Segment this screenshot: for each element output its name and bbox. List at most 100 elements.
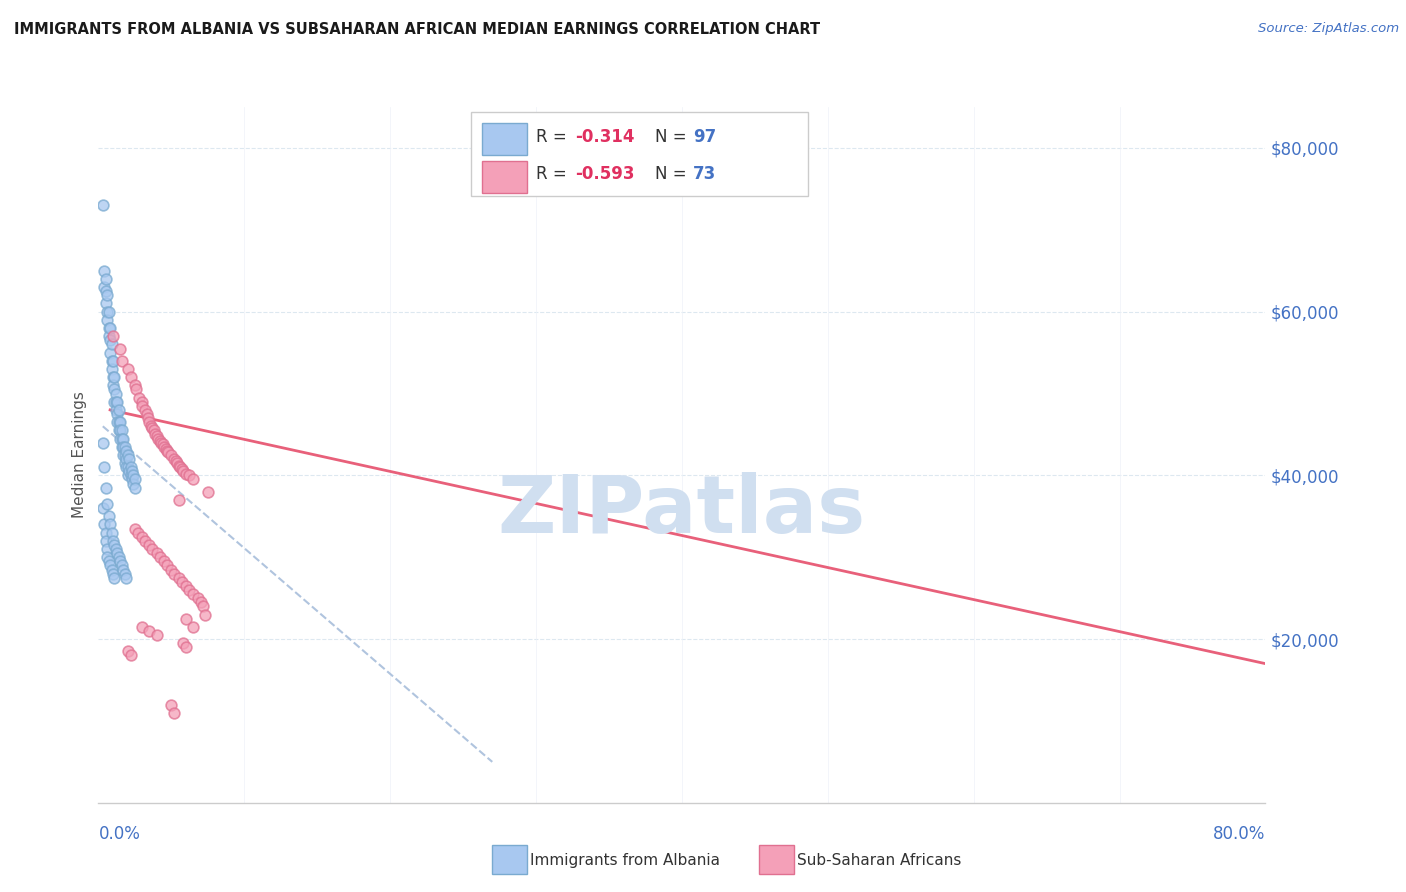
Point	[112, 448, 135, 462]
Point	[177, 468, 200, 483]
Point	[97, 509, 120, 524]
Point	[110, 432, 132, 446]
Point	[101, 533, 124, 548]
Point	[174, 579, 197, 593]
Text: ZIPatlas: ZIPatlas	[498, 472, 866, 549]
Point	[94, 525, 117, 540]
Point	[115, 443, 138, 458]
Point	[94, 284, 117, 298]
Text: -0.314: -0.314	[575, 128, 634, 145]
Text: Sub-Saharan Africans: Sub-Saharan Africans	[797, 853, 962, 868]
Point	[96, 550, 118, 565]
Point	[163, 566, 186, 581]
Point	[114, 440, 136, 454]
Point	[120, 648, 142, 663]
Point	[122, 468, 145, 483]
Point	[125, 383, 148, 397]
Point	[124, 522, 146, 536]
Point	[111, 432, 134, 446]
Point	[135, 407, 157, 421]
Point	[93, 460, 115, 475]
Point	[138, 538, 160, 552]
Point	[153, 440, 176, 454]
Text: 73: 73	[693, 165, 717, 183]
Point	[111, 440, 134, 454]
Point	[94, 533, 117, 548]
Text: Immigrants from Albania: Immigrants from Albania	[530, 853, 720, 868]
Point	[193, 599, 215, 614]
Point	[101, 378, 124, 392]
Point	[160, 698, 183, 712]
Point	[105, 407, 128, 421]
Point	[98, 558, 121, 573]
Point	[97, 554, 120, 568]
Point	[160, 562, 183, 576]
Point	[157, 445, 180, 459]
Point	[194, 607, 217, 622]
Text: IMMIGRANTS FROM ALBANIA VS SUBSAHARAN AFRICAN MEDIAN EARNINGS CORRELATION CHART: IMMIGRANTS FROM ALBANIA VS SUBSAHARAN AF…	[14, 22, 820, 37]
Point	[117, 468, 139, 483]
Text: Source: ZipAtlas.com: Source: ZipAtlas.com	[1258, 22, 1399, 36]
Point	[124, 481, 146, 495]
Point	[146, 628, 169, 642]
Point	[110, 423, 132, 437]
Point	[117, 460, 139, 475]
Point	[131, 620, 153, 634]
Point	[131, 399, 153, 413]
Point	[96, 313, 118, 327]
Point	[181, 473, 204, 487]
Point	[117, 362, 139, 376]
Point	[139, 419, 162, 434]
Point	[120, 370, 142, 384]
Point	[120, 468, 142, 483]
Point	[187, 591, 209, 606]
Point	[124, 473, 146, 487]
Point	[170, 574, 193, 589]
Point	[138, 624, 160, 638]
Point	[148, 432, 170, 446]
Point	[96, 542, 118, 557]
Point	[174, 640, 197, 655]
Point	[156, 443, 179, 458]
Point	[118, 464, 141, 478]
Point	[105, 415, 128, 429]
Point	[136, 411, 159, 425]
Point	[91, 501, 114, 516]
Point	[121, 473, 143, 487]
Point	[172, 636, 194, 650]
Point	[112, 440, 135, 454]
Point	[103, 394, 125, 409]
Point	[115, 571, 138, 585]
Point	[134, 533, 156, 548]
Point	[101, 329, 124, 343]
Point	[128, 391, 150, 405]
Point	[108, 550, 131, 565]
Point	[155, 442, 177, 457]
Point	[163, 452, 186, 467]
Text: N =: N =	[655, 165, 692, 183]
Point	[91, 435, 114, 450]
Point	[165, 453, 187, 467]
Point	[114, 448, 136, 462]
Text: R =: R =	[536, 128, 572, 145]
Text: ▪: ▪	[509, 844, 527, 872]
Point	[108, 423, 131, 437]
Point	[91, 198, 114, 212]
Point	[174, 612, 197, 626]
Point	[98, 517, 121, 532]
Text: -0.593: -0.593	[575, 165, 634, 183]
Point	[181, 620, 204, 634]
Point	[93, 280, 115, 294]
Point	[96, 497, 118, 511]
Point	[172, 464, 194, 478]
Point	[115, 460, 138, 475]
Point	[160, 448, 183, 462]
Point	[94, 481, 117, 495]
Point	[100, 337, 122, 351]
Y-axis label: Median Earnings: Median Earnings	[72, 392, 87, 518]
Text: N =: N =	[655, 128, 692, 145]
Point	[167, 492, 190, 507]
Point	[100, 525, 122, 540]
Point	[138, 415, 160, 429]
Point	[131, 394, 153, 409]
